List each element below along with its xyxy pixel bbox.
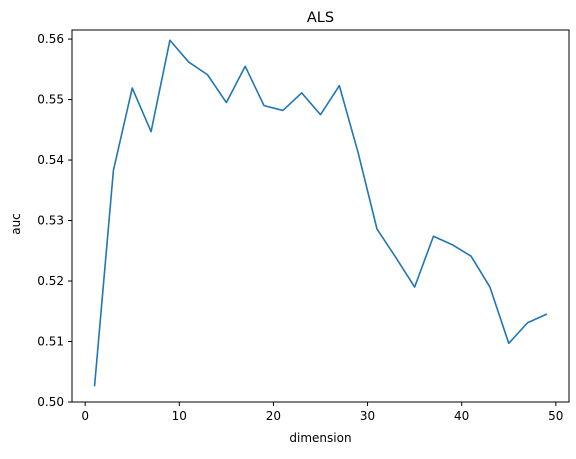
x-tick-label: 30: [360, 409, 375, 423]
x-tick-label: 40: [454, 409, 469, 423]
y-tick-label: 0.56: [37, 32, 64, 46]
y-axis-label: auc: [9, 213, 23, 235]
chart-title: ALS: [307, 10, 334, 26]
x-axis-label: dimension: [289, 431, 351, 445]
y-tick-label: 0.53: [37, 214, 64, 228]
x-tick-label: 50: [548, 409, 563, 423]
y-tick-label: 0.51: [37, 335, 64, 349]
x-tick-label: 0: [81, 409, 89, 423]
y-tick-label: 0.50: [37, 395, 64, 409]
y-tick-label: 0.55: [37, 93, 64, 107]
x-tick-label: 10: [172, 409, 187, 423]
y-tick-label: 0.52: [37, 274, 64, 288]
x-tick-label: 20: [266, 409, 281, 423]
y-tick-label: 0.54: [37, 153, 64, 167]
